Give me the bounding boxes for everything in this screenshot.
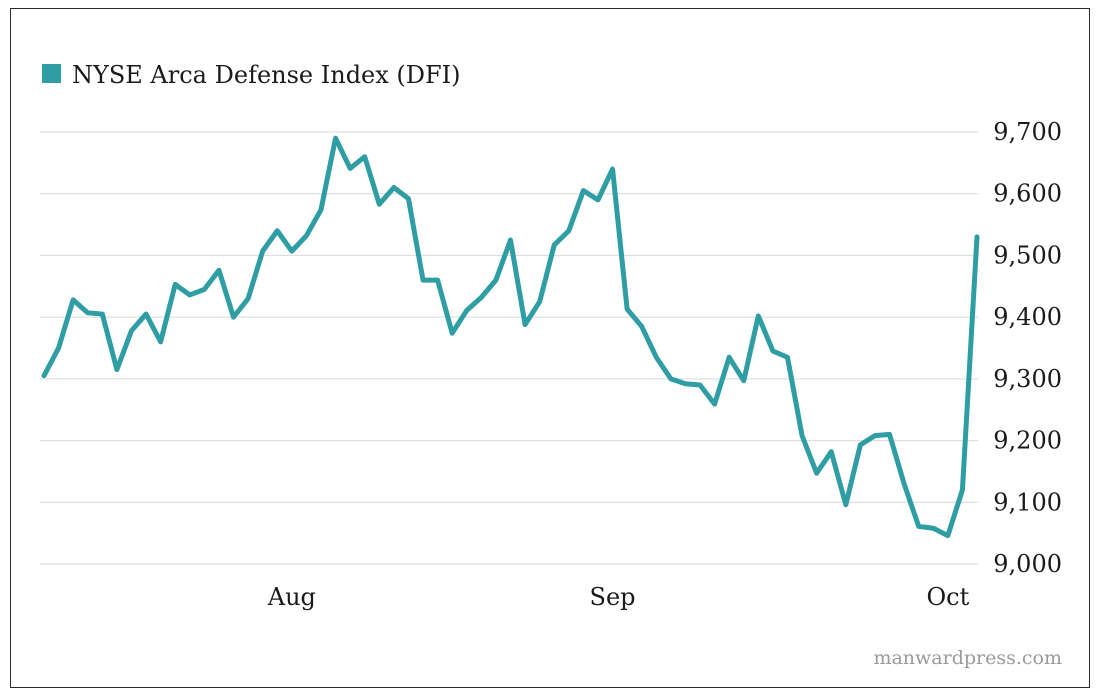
x-tick-label: Sep xyxy=(590,583,636,611)
series-line-dfi xyxy=(41,135,980,539)
y-tick-label: 9,300 xyxy=(993,365,1062,393)
chart-frame xyxy=(10,8,1090,688)
y-axis-ticks: 9,000 9,100 9,200 9,300 9,400 9,500 9,600 9,700 xyxy=(993,118,1062,578)
grid-lines xyxy=(40,131,978,565)
y-tick-label: 9,500 xyxy=(993,241,1062,269)
x-axis-ticks: Aug Sep Oct xyxy=(267,583,970,611)
legend-swatch xyxy=(42,64,61,83)
x-tick-label: Oct xyxy=(926,583,969,611)
legend-label: NYSE Arca Defense Index (DFI) xyxy=(72,61,461,89)
y-tick-label: 9,000 xyxy=(993,550,1062,578)
x-tick-label: Aug xyxy=(267,583,316,611)
y-tick-label: 9,700 xyxy=(993,118,1062,146)
watermark: manwardpress.com xyxy=(873,647,1062,669)
y-tick-label: 9,100 xyxy=(993,488,1062,516)
y-tick-label: 9,200 xyxy=(993,427,1062,455)
y-tick-label: 9,400 xyxy=(993,303,1062,331)
y-tick-label: 9,600 xyxy=(993,180,1062,208)
